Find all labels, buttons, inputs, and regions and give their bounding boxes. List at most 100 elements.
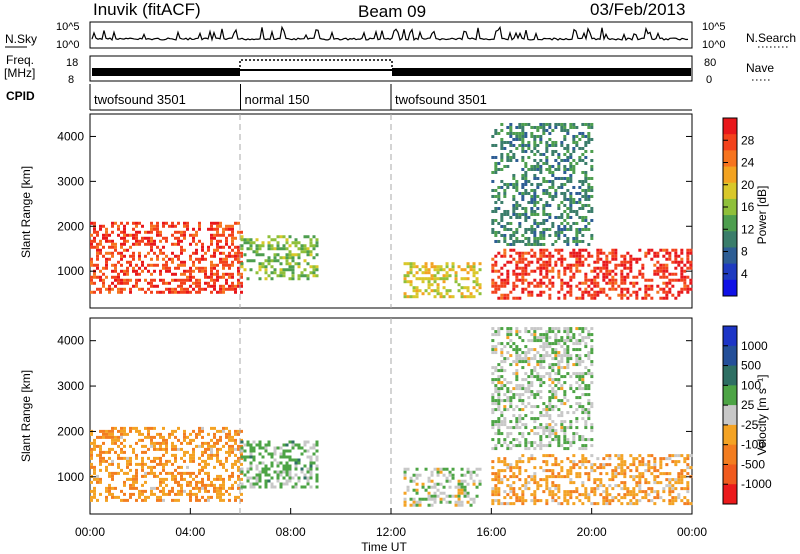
data-cell [674, 272, 678, 276]
data-cell [587, 125, 591, 129]
data-cell [102, 435, 105, 439]
data-cell [494, 290, 498, 294]
data-cell [494, 408, 498, 412]
data-cell [530, 405, 534, 409]
data-cell [635, 290, 639, 294]
data-cell [475, 485, 479, 489]
data-cell [282, 476, 286, 480]
data-cell [303, 244, 307, 248]
data-cell [153, 239, 156, 243]
data-cell [207, 444, 210, 448]
data-cell [527, 227, 531, 231]
data-cell [90, 257, 93, 261]
data-cell [497, 327, 501, 331]
data-cell [656, 284, 660, 288]
data-cell [141, 224, 144, 228]
data-cell [439, 268, 443, 272]
data-cell [491, 472, 495, 476]
data-cell [587, 493, 591, 497]
colorbar-tick-label: 24 [741, 156, 755, 170]
data-cell [563, 158, 567, 162]
data-cell [210, 438, 213, 442]
data-cell [186, 278, 189, 282]
data-cell [415, 286, 419, 290]
data-cell [545, 454, 549, 458]
data-cell [264, 268, 268, 272]
data-cell [509, 354, 513, 358]
data-cell [231, 227, 234, 231]
data-cell [168, 471, 171, 475]
data-cell [228, 251, 231, 255]
data-cell [180, 474, 183, 478]
data-cell [587, 499, 591, 503]
data-cell [521, 251, 525, 255]
data-cell [497, 363, 501, 367]
data-cell [584, 423, 588, 427]
data-cell [638, 454, 642, 458]
data-cell [117, 272, 120, 276]
data-cell [515, 284, 519, 288]
nsearch-label: N.Search [746, 31, 796, 45]
data-cell [548, 257, 552, 261]
data-cell [189, 495, 192, 499]
data-cell [138, 492, 141, 496]
data-cell [533, 475, 537, 479]
data-cell [237, 483, 240, 487]
data-cell [629, 502, 633, 506]
data-cell [542, 161, 546, 165]
data-cell [587, 140, 591, 144]
data-cell [198, 498, 201, 502]
data-cell [159, 233, 162, 237]
data-cell [572, 342, 576, 346]
data-cell [497, 333, 501, 337]
data-cell [192, 453, 195, 457]
freq-band-3 [392, 68, 691, 76]
data-cell [524, 390, 528, 394]
data-cell [478, 479, 482, 483]
data-cell [246, 443, 250, 447]
data-cell [120, 468, 123, 472]
data-cell [472, 295, 476, 299]
data-cell [285, 455, 289, 459]
data-cell [285, 482, 289, 486]
data-cell [189, 471, 192, 475]
data-cell [533, 134, 537, 138]
data-cell [521, 360, 525, 364]
data-cell [536, 200, 540, 204]
data-cell [225, 426, 228, 430]
data-cell [533, 221, 537, 225]
data-cell [156, 474, 159, 478]
data-cell [611, 287, 615, 291]
data-cell [506, 336, 510, 340]
data-cell [500, 254, 504, 258]
data-cell [515, 263, 519, 267]
y-tick-label: 1000 [57, 264, 84, 278]
data-cell [240, 247, 244, 251]
data-cell [551, 197, 555, 201]
data-cell [463, 268, 467, 272]
data-cell [548, 384, 552, 388]
data-cell [536, 266, 540, 270]
data-cell [300, 485, 304, 489]
data-cell [93, 230, 96, 234]
data-cell [237, 474, 240, 478]
data-cell [105, 266, 108, 270]
data-cell [530, 417, 534, 421]
data-cell [548, 417, 552, 421]
data-cell [409, 280, 413, 284]
data-cell [545, 372, 549, 376]
data-cell [120, 278, 123, 282]
data-cell [183, 272, 186, 276]
data-cell [509, 182, 513, 186]
data-cell [258, 479, 262, 483]
data-cell [503, 502, 507, 506]
data-cell [686, 502, 690, 506]
data-cell [288, 449, 292, 453]
data-cell [533, 194, 537, 198]
data-cell [297, 241, 301, 245]
data-cell [445, 277, 449, 281]
data-cell [225, 254, 228, 258]
data-cell [129, 233, 132, 237]
data-cell [237, 477, 240, 481]
data-cell [554, 342, 558, 346]
